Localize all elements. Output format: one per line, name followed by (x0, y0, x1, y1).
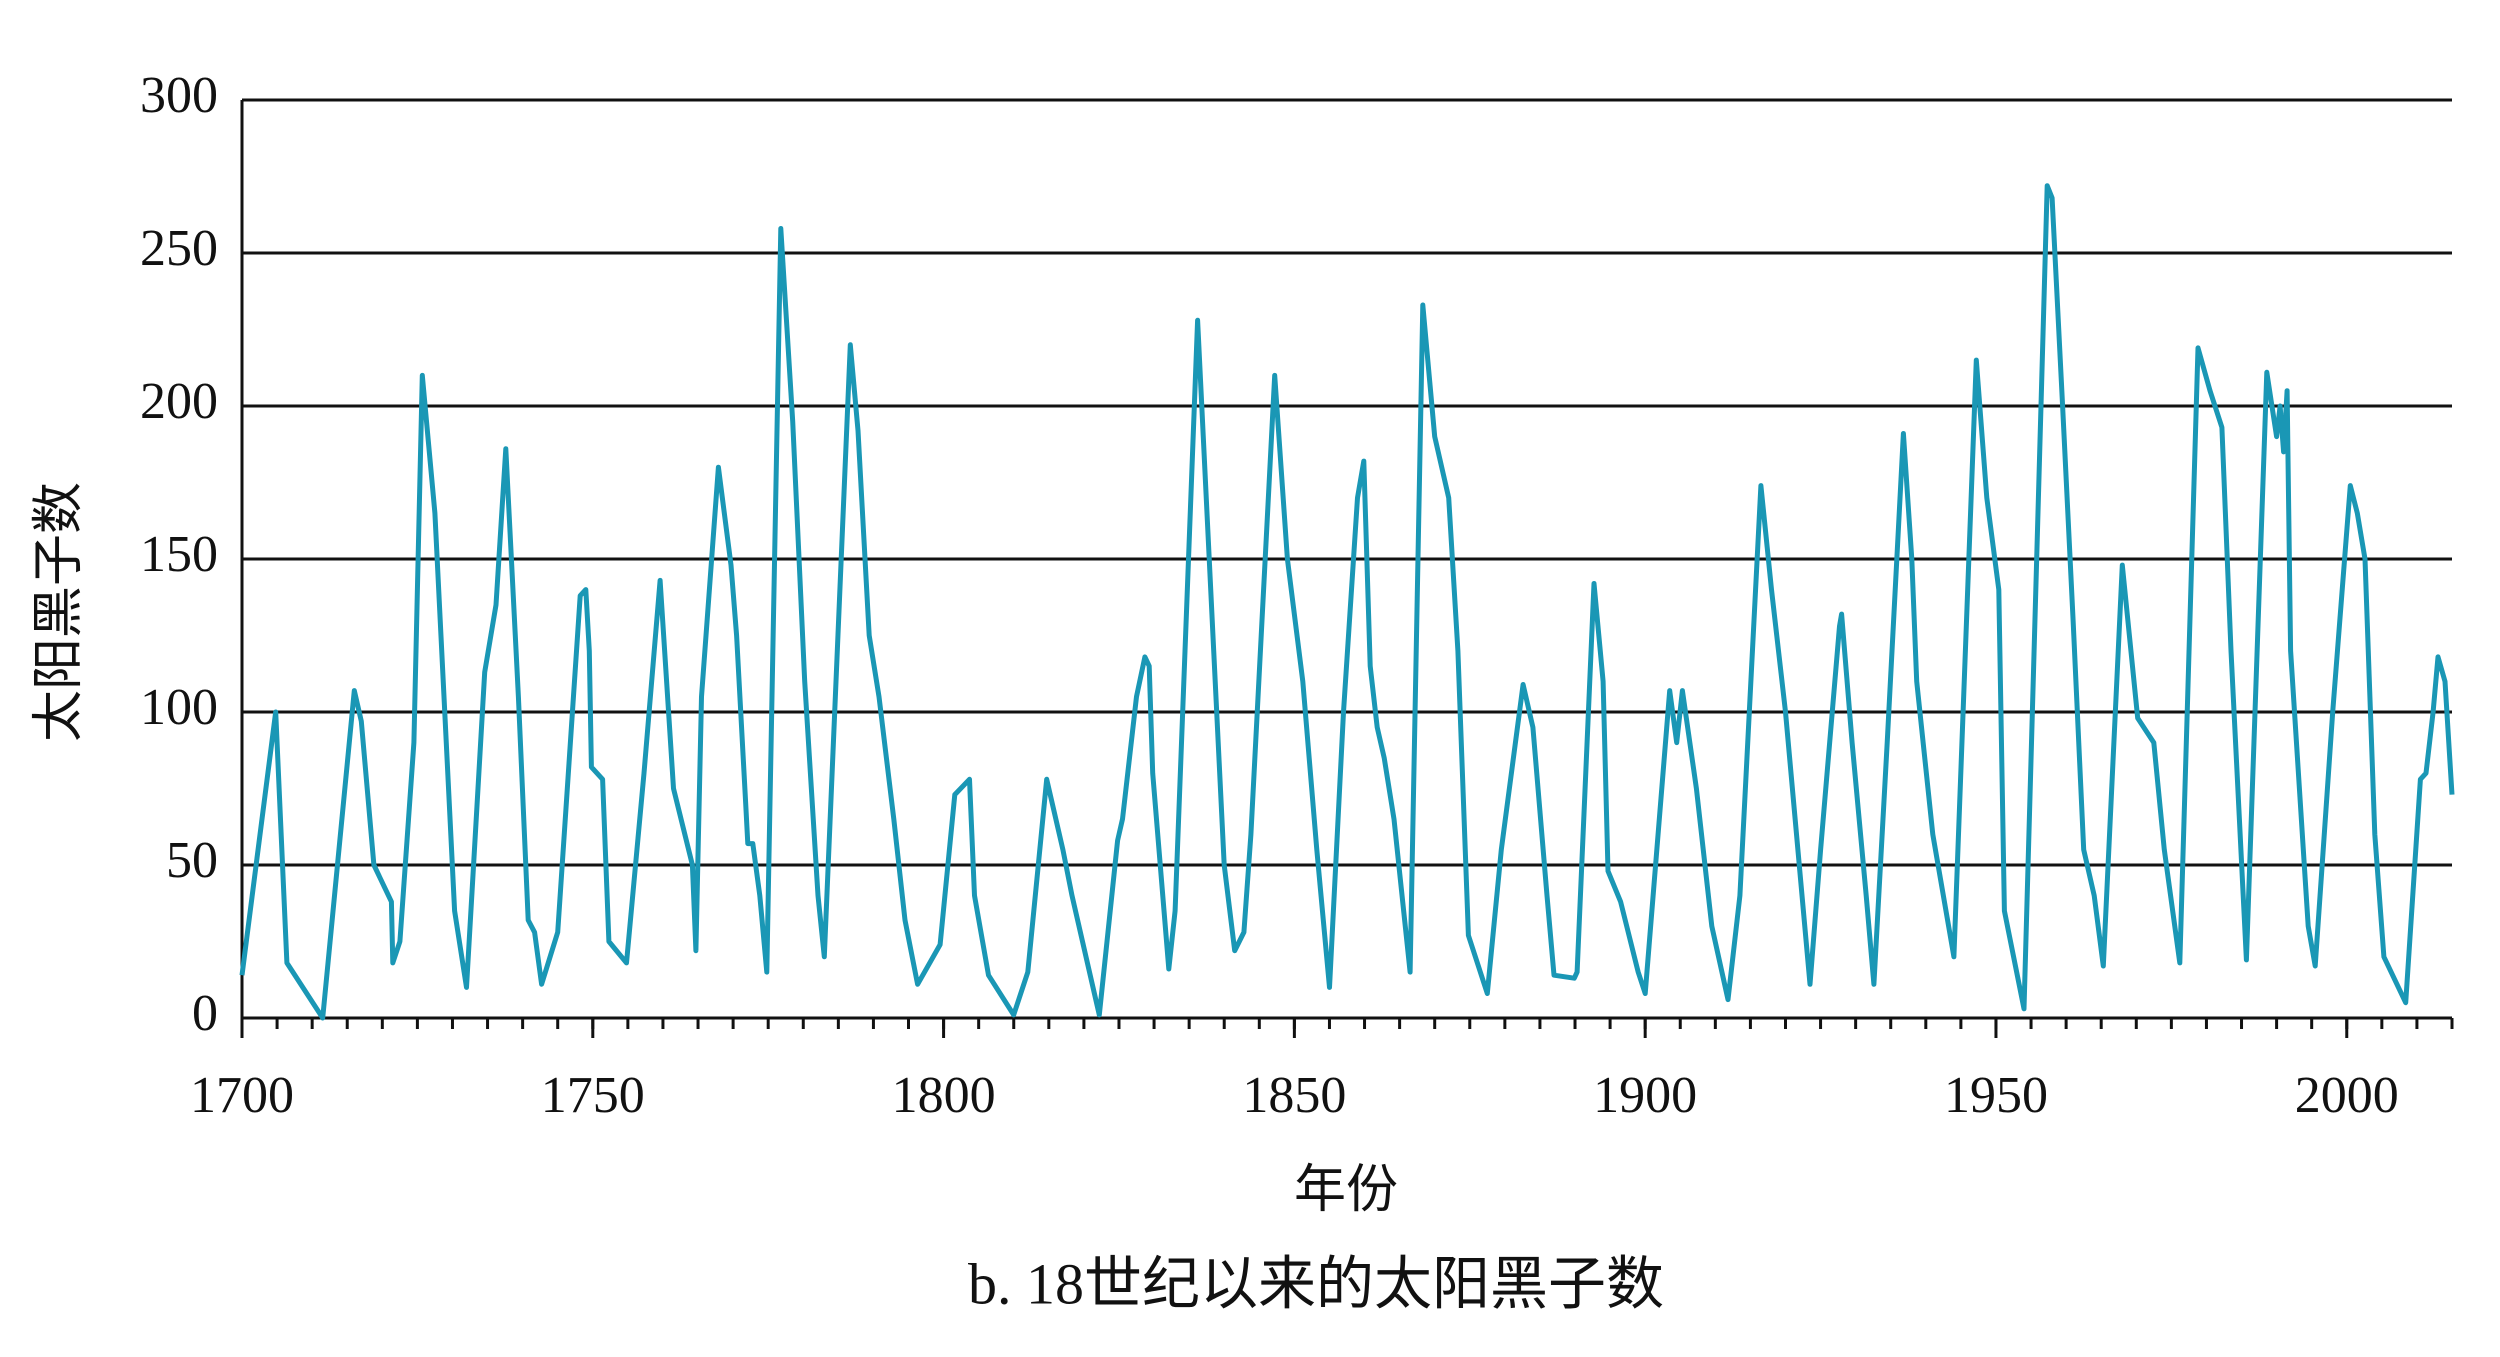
y-tick-label: 100 (140, 679, 218, 736)
y-tick-label: 300 (140, 67, 218, 124)
x-tick-label: 1700 (190, 1067, 294, 1124)
x-axis-label: 年份 (1294, 1162, 1398, 1219)
y-tick-label: 50 (166, 832, 218, 889)
x-tick-label: 1800 (892, 1067, 996, 1124)
data-line (239, 183, 2455, 1021)
x-tick-label: 1950 (1944, 1067, 2048, 1124)
y-axis-label: 太阳黑子数 (31, 482, 88, 742)
x-tick-label: 2000 (2295, 1067, 2399, 1124)
x-tick-label: 1850 (1242, 1067, 1346, 1124)
y-tick-label: 250 (140, 220, 218, 277)
y-tick-label: 150 (140, 526, 218, 583)
y-tick-label: 200 (140, 373, 218, 430)
x-tick-label: 1750 (541, 1067, 645, 1124)
x-tick-label: 1900 (1593, 1067, 1697, 1124)
y-tick-label: 0 (192, 985, 218, 1042)
chart-title: b. 18世纪以来的太阳黑子数 (968, 1251, 1664, 1316)
